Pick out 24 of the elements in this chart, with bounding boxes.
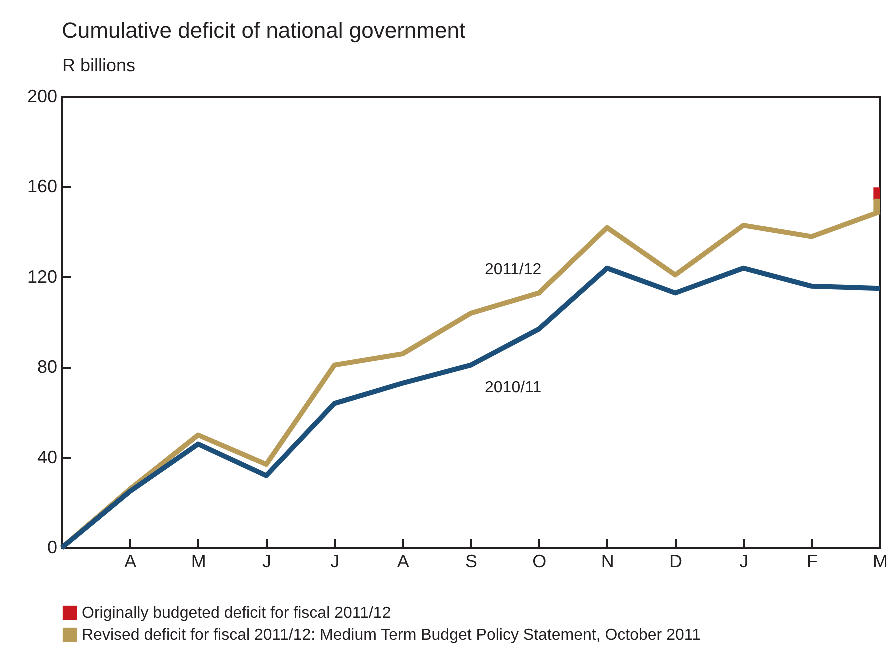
y-tick-label: 80 — [37, 357, 58, 378]
x-tick-label: F — [806, 552, 818, 572]
series-label: 2011/12 — [485, 261, 542, 278]
x-tick-label: A — [397, 552, 410, 572]
chart-title: Cumulative deficit of national government — [62, 18, 466, 43]
x-tick-label: J — [262, 552, 272, 572]
y-axis-title: R billions — [62, 56, 136, 76]
y-tick-label: 120 — [27, 266, 58, 287]
y-tick-label: 40 — [37, 447, 58, 468]
x-tick-label: J — [330, 552, 340, 572]
x-tick-label: M — [873, 552, 888, 572]
y-tick-label: 200 — [27, 86, 58, 106]
x-tick-label: S — [465, 552, 478, 572]
y-tick-label: 0 — [47, 538, 58, 558]
x-tick-label: D — [670, 552, 682, 572]
y-tick-label: 160 — [27, 176, 58, 197]
x-tick-label: J — [740, 552, 749, 572]
series-label: 2010/11 — [485, 379, 542, 396]
x-tick-label: N — [601, 552, 614, 572]
legend-label: Revised deficit for fiscal 2011/12: Medium Term Budget Policy Statement, October 2011 — [82, 627, 702, 644]
x-tick-label: O — [532, 552, 547, 572]
x-tick-label: M — [191, 552, 206, 572]
legend-label: Originally budgeted deficit for fiscal 2011/12 — [82, 605, 392, 622]
x-tick-label: A — [124, 552, 137, 572]
